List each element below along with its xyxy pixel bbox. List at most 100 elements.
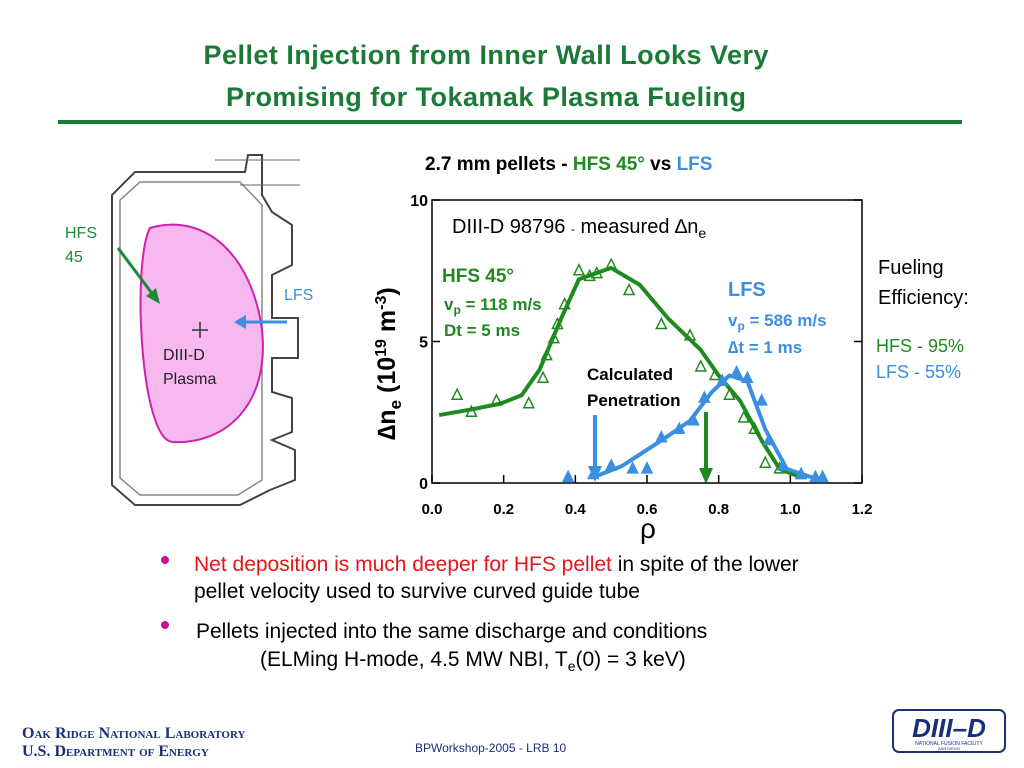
plot: 0 5 10 0.0 0.2 0.4 0.6 0.8 1.0 1.2 — [410, 193, 872, 518]
bullet-part: in spite of the lower — [612, 553, 799, 576]
x-tick-label: 0.4 — [565, 501, 587, 518]
data-point — [590, 265, 604, 279]
bullet-dot — [161, 621, 169, 629]
logo: DIII–D NATIONAL FUSION FACILITY SAN DIEG… — [892, 709, 1006, 753]
data-point — [551, 316, 564, 330]
slide-title: Pellet Injection from Inner Wall Looks V… — [204, 40, 769, 70]
data-point — [716, 373, 729, 386]
detail-part: v — [728, 311, 738, 330]
data-point — [673, 421, 686, 434]
data-point — [683, 328, 697, 341]
x-tick-label: 0.0 — [422, 501, 443, 518]
data-point — [572, 263, 586, 276]
x-tick-label: 1.0 — [780, 501, 801, 518]
series-detail: vp = 586 m/s — [728, 311, 827, 333]
diagram-label: LFS — [284, 287, 313, 304]
title-part: 2.7 mm pellets - — [425, 154, 573, 175]
data-point — [450, 387, 464, 401]
x-tick-label: 0.6 — [637, 501, 658, 518]
diagram-label: 45 — [65, 249, 83, 266]
detail-part: p — [737, 319, 744, 333]
label-part: ∆n — [373, 409, 401, 440]
logo-text: SAN DIEGO — [938, 746, 960, 751]
data-point — [604, 257, 618, 270]
footer-lab: Oak Ridge National Laboratory — [22, 725, 246, 742]
detail-part: v — [444, 295, 454, 314]
data-point — [816, 469, 829, 483]
efficiency-heading: Fueling — [878, 257, 944, 279]
series-detail: ∆t = 1 ms — [728, 338, 802, 357]
title-rule — [58, 120, 962, 124]
data-point — [776, 458, 790, 471]
data-point — [723, 387, 736, 401]
vessel-diagram — [111, 154, 300, 506]
y-tick-label: 5 — [419, 335, 428, 352]
data-point — [737, 410, 750, 423]
bullet: pellet velocity used to survive curved g… — [194, 580, 640, 603]
title-part: vs — [645, 154, 677, 175]
series-detail: vp = 118 m/s — [444, 295, 542, 317]
logo-text: DIII–D — [912, 713, 986, 743]
annotation-part: measured ∆n — [581, 216, 699, 238]
penetration-label: Penetration — [587, 391, 681, 410]
annotation-part: e — [698, 225, 706, 241]
series-label: HFS 45° — [442, 266, 514, 287]
label-part: (10 — [373, 357, 401, 400]
bullet: Net deposition is much deeper for HFS pe… — [194, 553, 799, 576]
bullet-part: (ELMing H-mode, 4.5 MW NBI, T — [260, 648, 568, 671]
detail-part: = 118 m/s — [461, 295, 542, 314]
data-point — [490, 393, 503, 406]
bullet: Pellets injected into the same discharge… — [196, 620, 707, 643]
data-point — [687, 413, 700, 426]
label-part: e — [386, 400, 405, 409]
footer-event: BPWorkshop-2005 - LRB 10 — [415, 741, 567, 755]
footer-dept: U.S. Department of Energy — [22, 743, 209, 760]
bullet-dot — [161, 556, 169, 564]
data-point — [694, 359, 707, 372]
logo-text: NATIONAL FUSION FACILITY — [915, 741, 983, 747]
data-point — [587, 466, 600, 480]
diagram-label: Plasma — [163, 371, 216, 388]
data-point — [626, 461, 639, 474]
data-point — [561, 469, 575, 483]
data-point — [522, 396, 535, 409]
data-point — [536, 370, 550, 384]
data-point — [755, 393, 768, 406]
efficiency-value: LFS - 55% — [876, 362, 961, 382]
data-point — [558, 297, 571, 310]
data-point — [540, 347, 553, 361]
label-part: -3 — [373, 296, 390, 310]
label-part: ) — [373, 287, 401, 295]
y-tick-label: 10 — [410, 193, 428, 210]
slide-title: Promising for Tokamak Plasma Fueling — [226, 82, 746, 112]
annotation-part: - — [571, 222, 575, 236]
data-point — [622, 282, 636, 296]
data-point — [465, 404, 478, 417]
label-part: 19 — [373, 339, 390, 357]
series-detail: Dt = 5 ms — [444, 321, 520, 340]
detail-part: p — [453, 303, 460, 317]
penetration-arrows — [588, 412, 713, 484]
data-point — [655, 430, 668, 443]
efficiency-value: HFS - 95% — [876, 336, 964, 356]
y-tick-label: 0 — [419, 476, 428, 493]
data-point — [604, 458, 618, 471]
x-tick-label: 1.2 — [852, 501, 873, 518]
data-point — [730, 364, 743, 378]
data-point — [741, 370, 754, 384]
bullet-part: (0) = 3 keV) — [576, 648, 686, 671]
diagram-label: DIII-D — [163, 347, 205, 364]
bullet: (ELMing H-mode, 4.5 MW NBI, Te(0) = 3 ke… — [260, 648, 686, 674]
data-point — [748, 421, 761, 434]
annotation-part: DIII-D 98796 — [452, 216, 565, 238]
footer-part: BPWorkshop-2005 - LRB — [415, 741, 550, 755]
bullet-part: e — [568, 658, 576, 674]
data-point — [547, 330, 561, 344]
annotation: DIII-D 98796 - measured ∆ne — [452, 216, 706, 241]
detail-part: = 586 m/s — [745, 311, 827, 330]
label-part: m — [373, 310, 401, 339]
x-tick-label: 0.2 — [493, 501, 514, 518]
title-part: LFS — [677, 154, 713, 175]
bullet-part: Net deposition is much deeper for HFS pe… — [194, 553, 612, 576]
